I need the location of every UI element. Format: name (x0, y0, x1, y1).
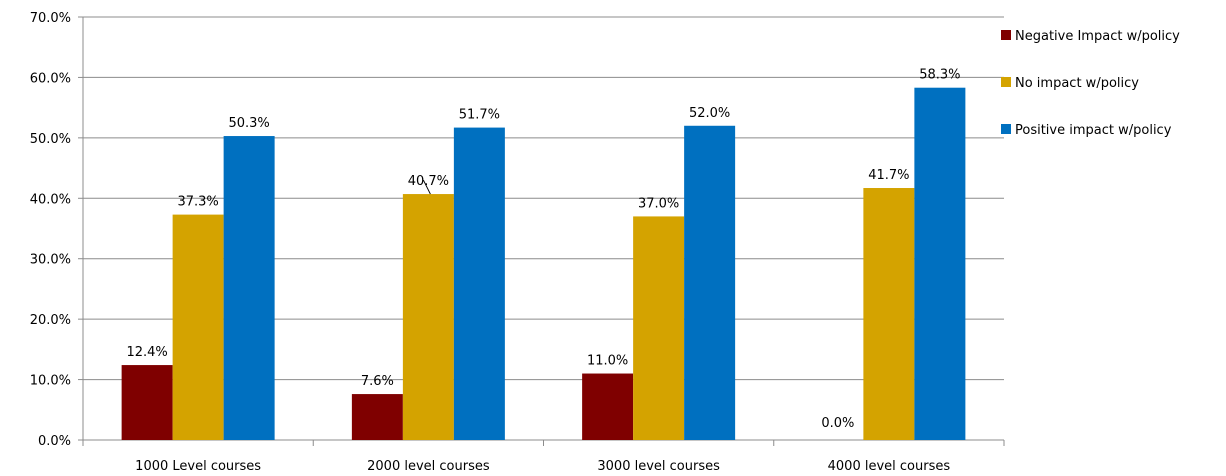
data-label: 12.4% (126, 345, 167, 360)
bar-no-impact (863, 188, 915, 440)
leader-line (422, 179, 431, 195)
data-label: 11.0% (587, 354, 628, 369)
bar-negative (582, 373, 634, 440)
legend: Negative Impact w/policy No impact w/poli… (1001, 29, 1180, 138)
bar-negative (351, 394, 403, 440)
legend-label: Positive impact w/policy (1015, 123, 1172, 138)
bar-no-impact (172, 214, 224, 440)
bar-positive (223, 136, 275, 440)
data-label: 7.6% (361, 374, 394, 389)
legend-swatch (1001, 30, 1011, 40)
bar-positive (453, 127, 505, 440)
data-label: 50.3% (228, 116, 269, 131)
y-tick-label: 10.0% (30, 374, 71, 389)
category-label: 3000 level courses (597, 459, 720, 474)
data-label: 41.7% (868, 168, 909, 183)
category-label: 4000 level courses (828, 459, 951, 474)
data-label: 37.0% (638, 196, 679, 211)
data-label: 52.0% (689, 106, 730, 121)
legend-swatch (1001, 77, 1011, 87)
category-label: 1000 Level courses (135, 459, 261, 474)
bar-positive (684, 125, 736, 441)
bar-no-impact (633, 216, 685, 440)
y-tick-label: 60.0% (30, 71, 71, 86)
bar-positive (914, 87, 966, 441)
data-labels: 12.4% 37.3% 50.3% 7.6% 40.7% 51.7% 11.0% 37.0% 5… (126, 68, 960, 431)
legend-label: Negative Impact w/policy (1015, 29, 1180, 44)
data-label: 40.7% (408, 174, 449, 189)
legend-label: No impact w/policy (1015, 76, 1139, 91)
bars (121, 87, 966, 441)
y-tick-label: 0.0% (38, 434, 71, 449)
y-tick-label: 70.0% (30, 11, 71, 26)
y-tick-label: 20.0% (30, 313, 71, 328)
data-label: 58.3% (919, 68, 960, 83)
data-label: 51.7% (459, 108, 500, 123)
data-label: 0.0% (821, 416, 854, 431)
legend-swatch (1001, 124, 1011, 134)
bar-negative (121, 365, 173, 440)
y-tick-label: 40.0% (30, 192, 71, 207)
y-tick-label: 50.0% (30, 132, 71, 147)
category-label: 2000 level courses (367, 459, 490, 474)
bar-no-impact (402, 194, 454, 440)
data-label: 37.3% (177, 195, 218, 210)
y-tick-label: 30.0% (30, 253, 71, 268)
